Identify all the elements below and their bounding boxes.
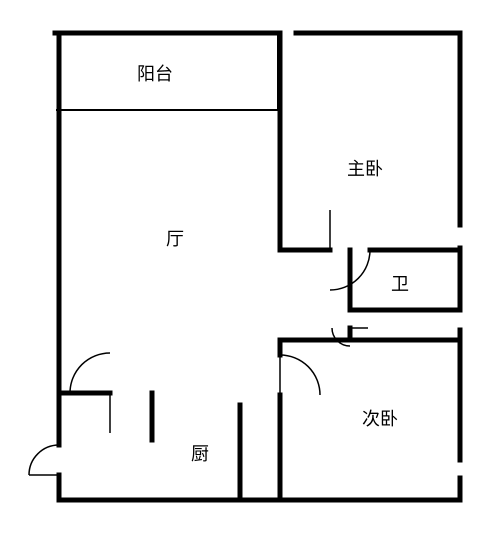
walls-layer	[55, 33, 460, 500]
door-arc	[280, 355, 320, 395]
floorplan-canvas: 阳台主卧厅卫次卧厨	[0, 0, 500, 535]
room-label-kitchen: 厨	[191, 444, 209, 464]
door-arc	[332, 328, 350, 346]
room-label-balcony: 阳台	[137, 64, 173, 84]
room-label-bath: 卫	[391, 274, 409, 294]
room-label-second: 次卧	[362, 409, 398, 429]
door-arc	[70, 353, 110, 393]
door-arc	[29, 445, 59, 475]
room-label-master: 主卧	[347, 159, 383, 179]
room-label-living: 厅	[166, 229, 184, 249]
